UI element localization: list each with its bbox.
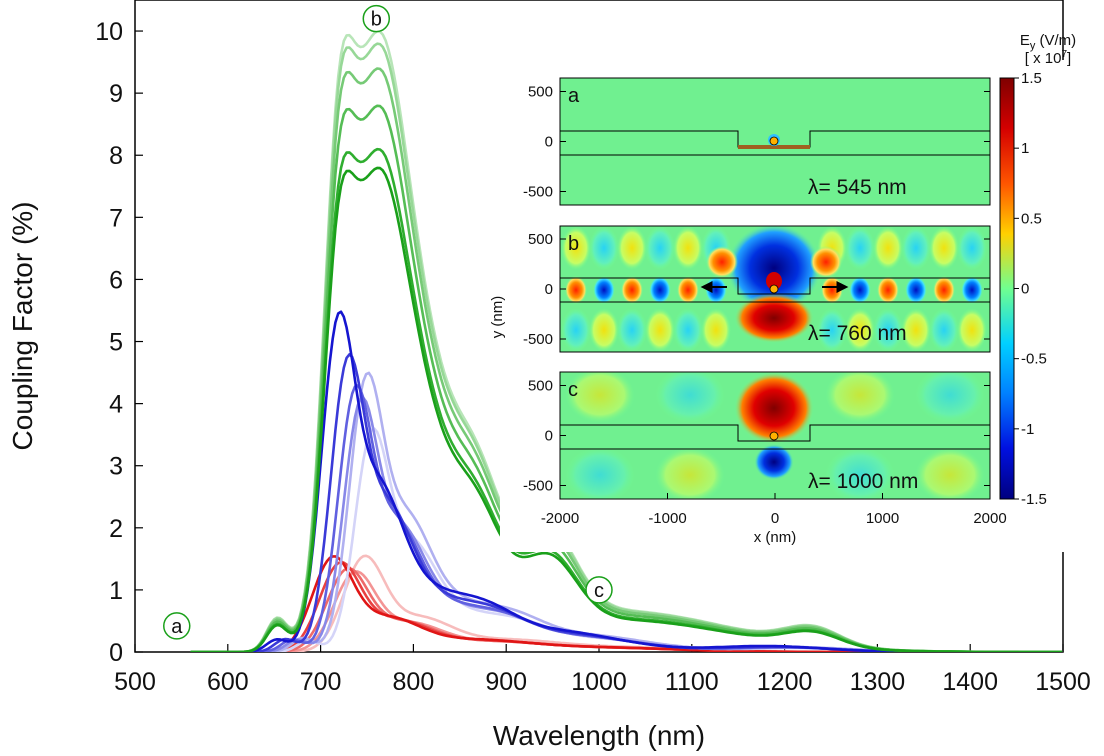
inset-y-axis-title: y (nm): [489, 296, 506, 339]
marker-label: a: [171, 616, 183, 638]
inset-x-tick-label: 1000: [866, 510, 899, 527]
inset-y-tick-label: 500: [528, 378, 553, 395]
marker-label: b: [371, 9, 382, 31]
marker-label: c: [594, 580, 604, 602]
series-line-green: [190, 166, 1063, 652]
inset-y-tick-label: 0: [545, 281, 553, 298]
x-tick-label: 800: [393, 668, 435, 696]
colorbar-tick-label: 0: [1021, 281, 1029, 298]
series-line-red: [190, 555, 1063, 652]
series-lines: [190, 30, 1063, 652]
inset-panel-b: b λ= 760 nm: [559, 225, 991, 353]
y-tick-label: 7: [109, 204, 123, 232]
x-tick-label: 600: [207, 668, 249, 696]
colorbar-tick-label: 0.5: [1021, 210, 1042, 227]
y-tick-label: 0: [109, 639, 123, 667]
spectrum-markers: a b c: [163, 4, 613, 640]
x-tick-label: 1100: [665, 668, 719, 696]
x-tick-label: 1000: [571, 668, 627, 696]
inset-x-tick-label: 0: [771, 510, 779, 527]
inset-y-tick-label: 500: [528, 84, 553, 101]
marker-circle: [585, 576, 613, 604]
inset-y-ticks: 500 0 -500 500 0 -500 500 0 -500: [523, 84, 990, 495]
panel-c-emitter: [769, 431, 779, 441]
x-axis-title: Wavelength (nm): [493, 720, 705, 751]
inset-x-tick-label: 2000: [973, 510, 1006, 527]
panel-a-emitter: [769, 136, 779, 146]
y-tick-label: 4: [109, 391, 123, 419]
panel-a-strip: [738, 145, 810, 149]
y-tick-label: 8: [109, 142, 123, 170]
y-tick-label: 10: [95, 18, 123, 46]
x-axis-ticks: 500 600 700 800 900 1000 1100 1200 1300 1400 1500: [114, 644, 1091, 696]
panel-b-lambda: λ= 760 nm: [808, 322, 907, 345]
marker-circle: [362, 4, 391, 33]
y-tick-label: 5: [109, 329, 123, 357]
inset-x-tick-label: -2000: [541, 510, 579, 527]
inset-y-tick-label: -500: [523, 478, 553, 495]
inset-x-ticks: -2000 -1000 0 1000 2000: [541, 493, 1007, 527]
x-tick-label: 900: [485, 668, 527, 696]
x-tick-label: 1300: [850, 668, 906, 696]
colorbar-tick-label: 1.5: [1021, 70, 1042, 87]
colorbar-tick-label: -0.5: [1021, 351, 1047, 368]
marker-circle: [163, 612, 191, 640]
panel-a-lambda: λ= 545 nm: [808, 176, 907, 199]
y-tick-label: 3: [109, 453, 123, 481]
y-tick-label: 1: [109, 577, 123, 605]
x-tick-label: 500: [114, 668, 156, 696]
inset-y-tick-label: -500: [523, 331, 553, 348]
panel-b-label: b: [568, 233, 579, 255]
panel-c-label: c: [568, 379, 578, 401]
inset-panel-a: a λ= 545 nm: [559, 77, 991, 206]
colorbar-title: Ey (V/m): [1020, 32, 1076, 52]
y-tick-label: 2: [109, 515, 123, 543]
field-map-inset: a λ= 545 nm b λ= 760 nm c λ= 1000 nm: [489, 32, 1085, 552]
colorbar: [999, 77, 1015, 500]
colorbar-ticks: 1.5 1 0.5 0 -0.5 -1 -1.5: [1014, 70, 1047, 508]
y-axis-title: Coupling Factor (%): [7, 202, 38, 451]
colorbar-scale: [ x 107]: [1025, 49, 1071, 67]
inset-x-tick-label: -1000: [648, 510, 686, 527]
colorbar-tick-label: -1.5: [1021, 491, 1047, 508]
panel-a-label: a: [568, 85, 580, 107]
inset-panel-c: c λ= 1000 nm: [559, 371, 991, 500]
x-tick-label: 1400: [942, 668, 998, 696]
inset-y-tick-label: 0: [545, 134, 553, 151]
y-tick-label: 6: [109, 266, 123, 294]
colorbar-tick-label: 1: [1021, 140, 1029, 157]
inset-y-tick-label: -500: [523, 184, 553, 201]
inset-x-axis-title: x (nm): [754, 529, 797, 546]
panel-b-emitter: [769, 284, 779, 294]
panel-c-lambda: λ= 1000 nm: [808, 470, 918, 493]
inset-y-tick-label: 500: [528, 231, 553, 248]
x-tick-label: 700: [300, 668, 342, 696]
y-axis-ticks: 0 1 2 3 4 5 6 7 8 9 10: [95, 18, 143, 667]
x-tick-label: 1500: [1035, 668, 1091, 696]
colorbar-tick-label: -1: [1021, 421, 1034, 438]
inset-y-tick-label: 0: [545, 428, 553, 445]
x-tick-label: 1200: [757, 668, 813, 696]
y-tick-label: 9: [109, 80, 123, 108]
